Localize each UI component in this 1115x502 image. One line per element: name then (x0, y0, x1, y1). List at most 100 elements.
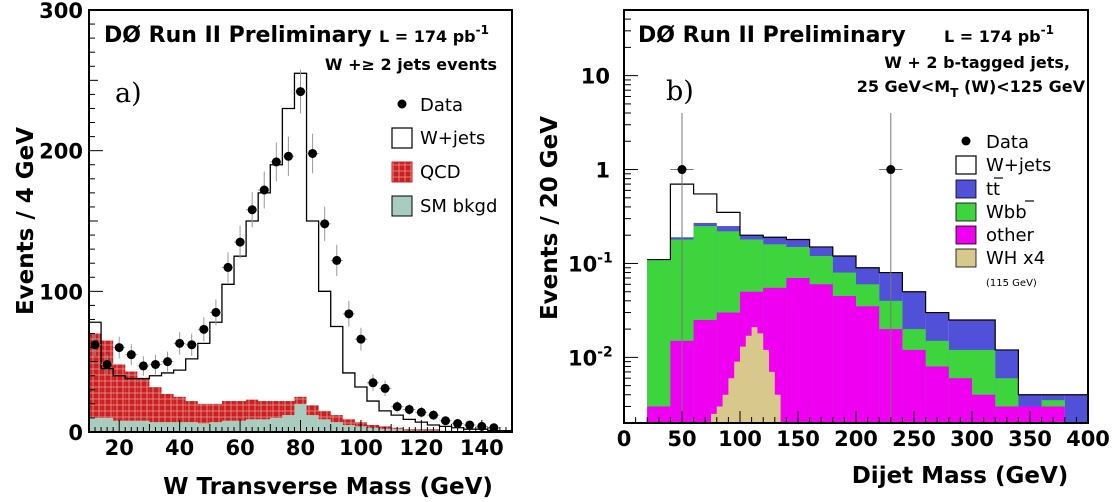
wbb-bar (647, 259, 671, 423)
qcd-bar (342, 419, 355, 425)
x-tick-label: 200 (834, 427, 878, 451)
data-point (441, 416, 451, 426)
x-tick-label: 350 (1008, 427, 1052, 451)
data-point (223, 262, 233, 272)
other-bar (902, 349, 926, 423)
qcd-bar (258, 401, 271, 420)
wjets-line (89, 72, 512, 432)
smbkgd-bar (270, 417, 283, 432)
data-point (344, 309, 354, 319)
data-point (356, 334, 366, 344)
x-tick-label: 140 (460, 436, 504, 460)
legend-a-smbkgd-box (391, 195, 413, 217)
other-bar (693, 319, 717, 423)
qcd-bar (149, 386, 162, 423)
legend-b-other-label: other (986, 225, 1035, 246)
data-point (392, 402, 402, 412)
panel-b-subtitle-1: W + 2 b-tagged jets, (884, 53, 1070, 72)
smbkgd-bar (318, 419, 331, 432)
legend-b-other-box (955, 225, 977, 245)
qcd-bar (330, 415, 343, 423)
legend-a-qcd-label: QCD (420, 162, 461, 183)
legend-b-wjets-box (955, 155, 977, 175)
y-tick-label: 10 (581, 65, 610, 89)
other-bar (856, 306, 880, 423)
data-point (259, 185, 269, 195)
qcd-bar (113, 364, 126, 421)
legend-a-data-marker (397, 99, 407, 109)
x-tick-label: 20 (105, 436, 134, 460)
panel-a-lines (89, 72, 512, 432)
panel-b-fills (647, 222, 1088, 423)
legend-b-wh-box (955, 248, 977, 268)
panel-a-data-points (89, 69, 500, 433)
legend-b-data-label: Data (986, 132, 1029, 153)
panel-b-letter: b) (666, 76, 694, 107)
qcd-bar (234, 401, 247, 421)
x-tick-label: 300 (950, 427, 994, 451)
qcd-bar (137, 378, 150, 421)
panel-b-luminosity: L = 174 pb-1 (944, 23, 1054, 46)
qcd-bar (270, 401, 283, 418)
data-point (138, 361, 148, 371)
panel-a: 20 40 60 80 100 120 140 0 100 200 300 DØ Run II Pr… (13, 0, 513, 500)
data-point (380, 383, 390, 393)
data-point (296, 87, 305, 97)
smbkgd-bar (125, 420, 138, 432)
data-point (102, 359, 112, 369)
qcd-bar (89, 333, 102, 418)
other-bar (1041, 406, 1065, 423)
data-point (453, 419, 463, 429)
data-point (187, 340, 197, 350)
data-point (416, 407, 426, 417)
panel-b-ylabel: Events / 20 GeV (537, 116, 563, 320)
qcd-bar (246, 399, 259, 420)
data-point (126, 350, 136, 360)
panel-a-luminosity: L = 174 pb-1 (379, 23, 489, 46)
qcd-bar (294, 396, 307, 404)
data-point (308, 148, 318, 158)
y-tick-label: 300 (39, 0, 83, 23)
y-tick-label: 1 (595, 159, 610, 183)
smbkgd-bar (221, 420, 235, 432)
data-point (332, 255, 342, 265)
legend-b-wh-label: WH x4 (986, 248, 1045, 269)
panel-b-xlabel: Dijet Mass (GeV) (852, 463, 1069, 489)
data-point (211, 307, 221, 317)
x-tick-label: 400 (1066, 427, 1110, 451)
y-tick-label: 10-2 (568, 344, 613, 370)
legend-b-data-marker (961, 136, 971, 146)
legend-a-wjets-label: W+jets (420, 128, 485, 149)
data-point (271, 157, 281, 167)
legend-a-wjets-box (391, 127, 413, 149)
y-tick-label: 10-1 (568, 250, 613, 276)
wh-signal-area (705, 327, 787, 423)
y-tick-label: 100 (39, 280, 83, 304)
data-point (677, 165, 687, 175)
data-point (428, 410, 438, 420)
smbkgd-bar (282, 415, 295, 432)
qcd-bar (173, 396, 186, 423)
other-bar (647, 406, 671, 423)
panel-b-data-points (670, 113, 903, 423)
legend-a-data-label: Data (420, 95, 463, 116)
data-point (235, 237, 245, 247)
x-tick-label: 250 (892, 427, 936, 451)
panel-b-axis-ticks: 0 50 100 150 200 250 300 350 400 10 1 10-1 10-2 (568, 9, 1110, 451)
smbkgd-bar (101, 417, 114, 432)
panel-a-fills (89, 333, 452, 432)
panel-b: 0 50 100 150 200 250 300 350 400 10 1 10-1 10-2 DØ R… (537, 9, 1110, 489)
x-tick-label: 100 (339, 436, 383, 460)
tt-bar (1064, 394, 1088, 423)
smbkgd-bar (89, 417, 102, 432)
data-point (114, 343, 124, 353)
data-point (247, 205, 257, 215)
data-point (199, 324, 209, 334)
other-bar (995, 406, 1019, 423)
qcd-bar (306, 405, 319, 416)
x-tick-label: 150 (776, 427, 820, 451)
other-bar (972, 394, 996, 423)
smbkgd-bar (258, 419, 271, 432)
data-point (886, 165, 896, 175)
legend-a-smbkgd-label: SM bkgd (420, 196, 497, 217)
